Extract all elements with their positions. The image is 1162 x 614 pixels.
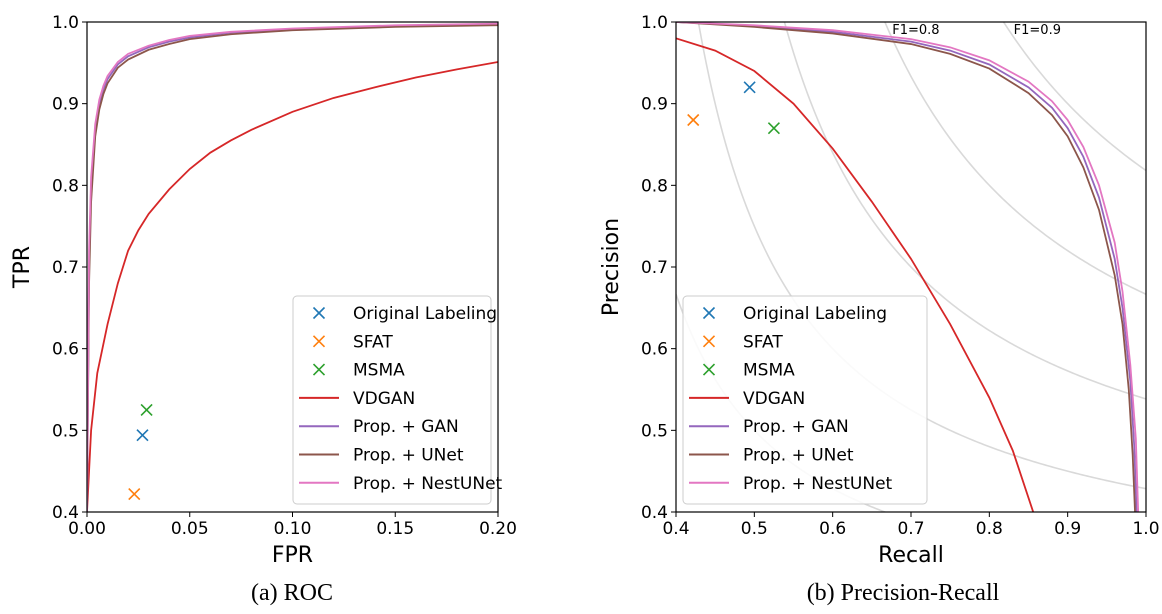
y-tick-label: 0.4 bbox=[52, 503, 79, 523]
legend-label: MSMA bbox=[353, 361, 405, 381]
legend-entry-msma: MSMA bbox=[702, 361, 795, 381]
legend-label: Prop. + GAN bbox=[353, 417, 459, 437]
legend-marker-msma bbox=[312, 363, 326, 376]
legend-entry-vdgan: VDGAN bbox=[299, 389, 415, 409]
x-tick-label: 0.15 bbox=[376, 519, 414, 539]
x-axis-label: FPR bbox=[272, 543, 313, 568]
legend-label: SFAT bbox=[353, 332, 393, 352]
legend-entry-vdgan: VDGAN bbox=[689, 389, 805, 409]
series-line-prop-unet bbox=[676, 22, 1136, 512]
legend-label: VDGAN bbox=[743, 389, 805, 409]
legend-marker-original-labeling bbox=[702, 306, 716, 320]
marker-sfat bbox=[687, 113, 700, 127]
legend-label: Original Labeling bbox=[353, 304, 497, 324]
precision-recall-chart: F1=0.8 F1=0.9 0.4 0.5 0.6 0.7 0.8 0.9 1.0 0.4 0.5 0… bbox=[599, 13, 1160, 568]
legend-entry-original-labeling: Original Labeling bbox=[702, 304, 887, 324]
roc-caption: (a) ROC bbox=[251, 580, 333, 606]
legend-entry-prop-gan: Prop. + GAN bbox=[689, 417, 849, 437]
x-tick-label: 0.6 bbox=[819, 519, 846, 539]
pr-caption: (b) Precision-Recall bbox=[807, 580, 1000, 606]
y-tick-label: 0.8 bbox=[641, 176, 668, 196]
x-tick-label: 0.7 bbox=[897, 519, 924, 539]
y-tick-label: 0.7 bbox=[52, 258, 79, 278]
roc-chart: 0.00 0.05 0.10 0.15 0.20 0.4 0.5 0.6 0.7 0.8 0.9 1.… bbox=[10, 13, 517, 568]
iso-f1-curve-08 bbox=[884, 22, 1146, 295]
y-tick-label: 0.9 bbox=[641, 95, 668, 115]
legend-label: Prop. + NestUNet bbox=[353, 474, 503, 494]
x-tick-label: 0.20 bbox=[479, 519, 517, 539]
y-tick-label: 0.5 bbox=[52, 421, 79, 441]
x-tick-label: 1.0 bbox=[1132, 519, 1159, 539]
plot-area bbox=[87, 22, 498, 512]
legend-marker-msma bbox=[702, 363, 716, 376]
legend-label: SFAT bbox=[743, 332, 783, 352]
y-axis-label: TPR bbox=[10, 246, 35, 289]
legend-label: Original Labeling bbox=[743, 304, 887, 324]
y-tick-label: 0.6 bbox=[52, 340, 79, 360]
legend-entry-msma: MSMA bbox=[312, 361, 405, 381]
marker-msma bbox=[140, 403, 153, 416]
x-tick-label: 0.10 bbox=[274, 519, 312, 539]
x-tick-label: 0.9 bbox=[1054, 519, 1081, 539]
legend-entry-prop-gan: Prop. + GAN bbox=[299, 417, 459, 437]
legend-box bbox=[682, 295, 928, 505]
legend: Original Labeling SFAT MSMA VDGAN Prop. + GA… bbox=[292, 295, 503, 505]
iso-f1-curve-07 bbox=[783, 22, 1146, 400]
x-tick-label: 0.8 bbox=[976, 519, 1003, 539]
marker-sfat bbox=[128, 487, 141, 501]
y-axis-label: Precision bbox=[599, 218, 624, 316]
series-line-prop-nestunet bbox=[87, 22, 498, 512]
legend-entry-sfat: SFAT bbox=[312, 332, 393, 352]
y-tick-label: 0.9 bbox=[52, 95, 79, 115]
legend-marker-sfat bbox=[312, 335, 326, 348]
legend-entry-sfat: SFAT bbox=[702, 332, 783, 352]
legend-entry-prop-unet: Prop. + UNet bbox=[689, 446, 854, 466]
iso-f1-label: F1=0.8 bbox=[892, 23, 939, 38]
series-line-prop-unet bbox=[87, 24, 498, 512]
series-line-vdgan bbox=[87, 61, 498, 512]
x-tick-label: 0.4 bbox=[662, 519, 689, 539]
legend-label: MSMA bbox=[743, 361, 795, 381]
legend-label: Prop. + NestUNet bbox=[743, 474, 893, 494]
legend-label: Prop. + GAN bbox=[743, 417, 849, 437]
iso-f1-curve-09 bbox=[1002, 22, 1146, 172]
legend-label: Prop. + UNet bbox=[353, 446, 464, 466]
y-tick-label: 0.8 bbox=[52, 176, 79, 196]
y-tick-label: 1.0 bbox=[641, 13, 668, 33]
y-tick-label: 0.5 bbox=[641, 421, 668, 441]
y-tick-label: 1.0 bbox=[52, 13, 79, 33]
legend-entry-prop-nestunet: Prop. + NestUNet bbox=[299, 474, 503, 494]
x-tick-label: 0.00 bbox=[68, 519, 106, 539]
legend-label: Prop. + UNet bbox=[743, 446, 854, 466]
y-tick-label: 0.6 bbox=[641, 340, 668, 360]
legend-marker-original-labeling bbox=[312, 306, 326, 320]
legend-box bbox=[292, 295, 492, 505]
series-line-prop-nestunet bbox=[676, 22, 1140, 512]
legend-label: VDGAN bbox=[353, 389, 415, 409]
x-tick-label: 0.5 bbox=[741, 519, 768, 539]
iso-f1-label: F1=0.9 bbox=[1014, 23, 1061, 38]
legend-entry-original-labeling: Original Labeling bbox=[312, 304, 497, 324]
series-line-prop-gan bbox=[676, 22, 1138, 512]
legend-entry-prop-unet: Prop. + UNet bbox=[299, 446, 464, 466]
marker-original-labeling bbox=[743, 81, 756, 94]
series-line-vdgan bbox=[676, 37, 1035, 512]
y-tick-label: 0.7 bbox=[641, 258, 668, 278]
y-tick-label: 0.4 bbox=[641, 503, 668, 523]
marker-original-labeling bbox=[136, 429, 149, 442]
x-axis-label: Recall bbox=[878, 543, 944, 568]
legend-marker-sfat bbox=[702, 335, 716, 348]
legend-entry-prop-nestunet: Prop. + NestUNet bbox=[689, 474, 893, 494]
marker-msma bbox=[767, 122, 780, 135]
legend: Original Labeling SFAT MSMA VDGAN Prop. + GA… bbox=[682, 295, 928, 505]
x-tick-label: 0.05 bbox=[171, 519, 209, 539]
